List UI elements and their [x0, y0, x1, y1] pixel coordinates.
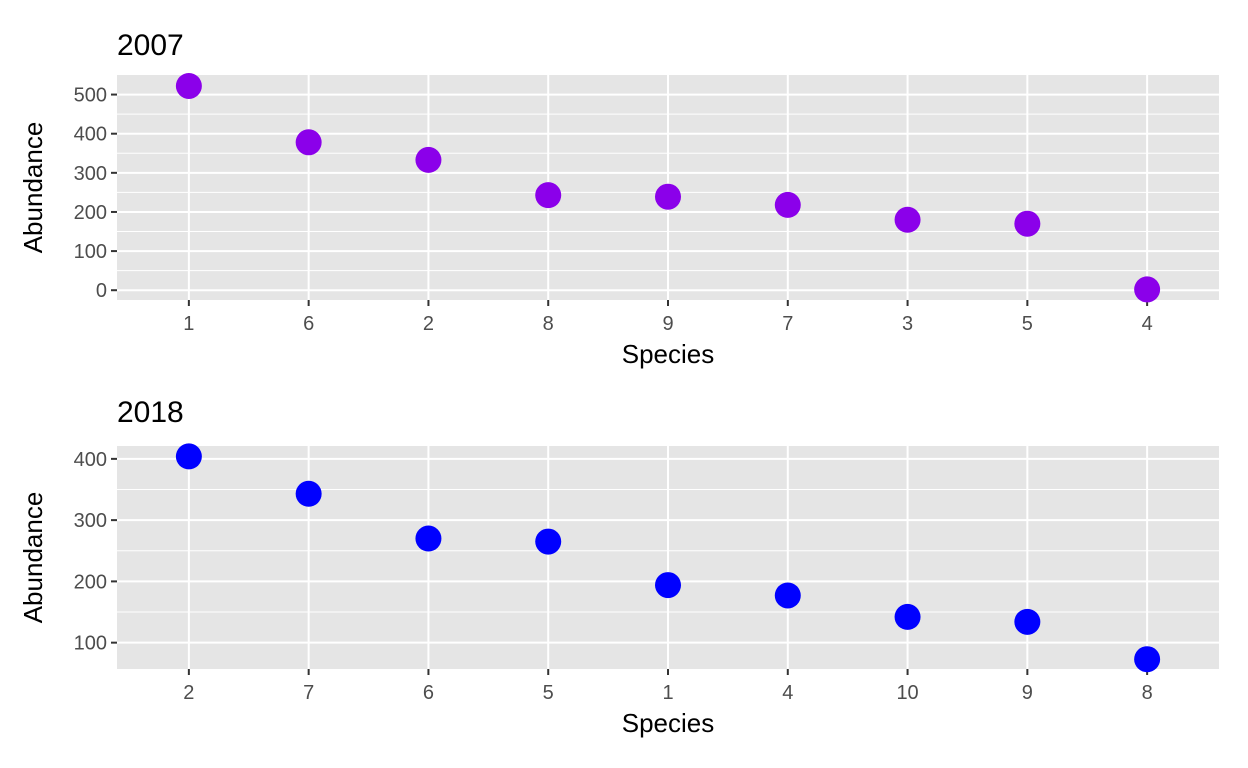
- y-tick-label: 200: [74, 571, 107, 593]
- x-tick-label: 1: [183, 313, 194, 335]
- chart-title: 2007: [117, 29, 184, 62]
- y-tick-label: 400: [74, 449, 107, 471]
- data-point: [655, 183, 681, 210]
- y-tick-label: 100: [74, 241, 107, 263]
- chart-panel-2007: 0 100 200 300 400 500 1 6 2 8 9 7 3 5 4 2007 Species Abun…: [18, 29, 1219, 369]
- x-tick-label: 7: [303, 682, 314, 704]
- chart-title: 2018: [117, 396, 184, 429]
- y-axis-title: Abundance: [18, 492, 48, 624]
- y-tick-label: 300: [74, 163, 107, 185]
- data-point: [1014, 210, 1041, 237]
- chart-panel-2018: 100 200 300 400 2 7 6 5 1 4 10 9 8 2018 Species Abundan…: [18, 396, 1219, 738]
- data-point: [415, 146, 442, 173]
- data-point: [535, 528, 562, 555]
- x-tick-label: 10: [896, 682, 918, 704]
- x-tick-label: 9: [1022, 682, 1033, 704]
- x-tick-label: 5: [1022, 313, 1033, 335]
- data-point: [175, 443, 202, 470]
- x-tick-label: 7: [782, 313, 793, 335]
- x-tick-label: 8: [1142, 682, 1153, 704]
- y-tick-label: 200: [74, 202, 107, 224]
- data-point: [1014, 608, 1041, 635]
- data-point: [774, 582, 801, 609]
- data-point: [774, 191, 801, 218]
- data-point: [175, 72, 202, 99]
- x-tick-label: 2: [183, 682, 194, 704]
- data-point: [1134, 646, 1161, 673]
- x-axis-title: Species: [622, 339, 715, 369]
- data-point: [415, 525, 442, 552]
- data-point: [295, 129, 322, 156]
- data-point: [535, 182, 562, 209]
- x-tick-label: 4: [1142, 313, 1153, 335]
- x-axis-title: Species: [622, 708, 715, 738]
- y-axis-title: Abundance: [18, 122, 48, 254]
- y-tick-label: 0: [96, 280, 107, 302]
- data-point: [894, 206, 921, 233]
- x-tick-label: 2: [423, 313, 434, 335]
- y-tick-label: 400: [74, 124, 107, 146]
- x-tick-label: 4: [782, 682, 793, 704]
- y-tick-label: 300: [74, 510, 107, 532]
- x-tick-label: 5: [543, 682, 554, 704]
- x-tick-label: 6: [423, 682, 434, 704]
- data-point: [655, 572, 681, 599]
- x-tick-label: 6: [303, 313, 314, 335]
- y-tick-label: 500: [74, 85, 107, 107]
- x-tick-label: 8: [543, 313, 554, 335]
- data-point: [1134, 276, 1161, 303]
- data-point: [295, 480, 322, 507]
- x-tick-label: 3: [902, 313, 913, 335]
- data-point: [894, 603, 921, 630]
- x-tick-label: 1: [662, 682, 673, 704]
- y-tick-label: 100: [74, 633, 107, 655]
- x-tick-label: 9: [662, 313, 673, 335]
